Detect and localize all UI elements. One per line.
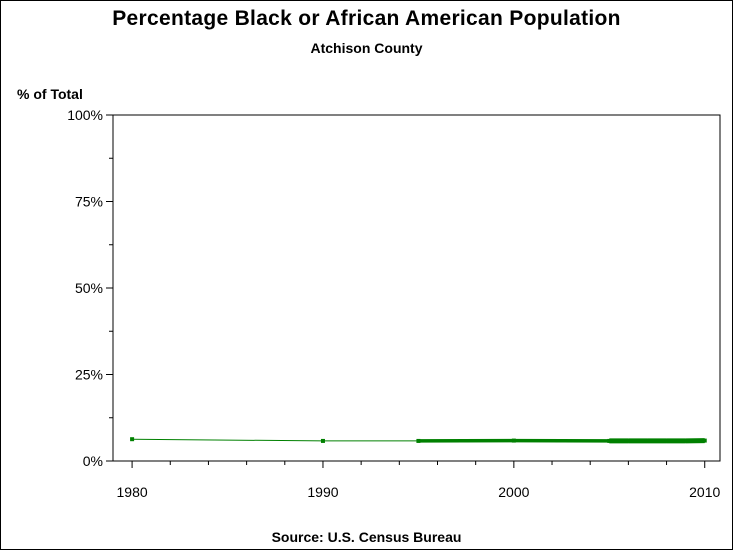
data-point [130, 437, 135, 442]
data-point [645, 438, 650, 443]
data-point [320, 438, 325, 443]
data-point [607, 438, 612, 443]
x-tick-label: 1980 [117, 484, 148, 500]
y-tick-label: 25% [75, 367, 103, 383]
data-point [702, 438, 707, 443]
y-tick-label: 0% [83, 453, 103, 469]
data-point [626, 438, 631, 443]
series-group [130, 437, 707, 444]
chart-subtitle: Atchison County [310, 40, 423, 56]
x-tick-label: 2000 [498, 484, 529, 500]
y-tick-label: 100% [67, 107, 103, 123]
y-tick-label: 50% [75, 280, 103, 296]
y-axis-label: % of Total [17, 86, 83, 102]
y-tick-label: 75% [75, 194, 103, 210]
data-point [664, 438, 669, 443]
plot-area [112, 114, 721, 462]
source-note: Source: U.S. Census Bureau [271, 529, 462, 545]
x-tick-label: 1990 [307, 484, 338, 500]
data-point [416, 438, 421, 443]
y-axis: 0% 25% 50% 75% 100% [67, 107, 113, 469]
x-tick-label: 2010 [689, 484, 720, 500]
data-point [683, 438, 688, 443]
chart-title: Percentage Black or African American Pop… [112, 7, 621, 30]
x-axis: 1980 1990 2000 2010 [117, 461, 721, 500]
data-point [511, 438, 516, 443]
series-line-segment [132, 438, 323, 442]
